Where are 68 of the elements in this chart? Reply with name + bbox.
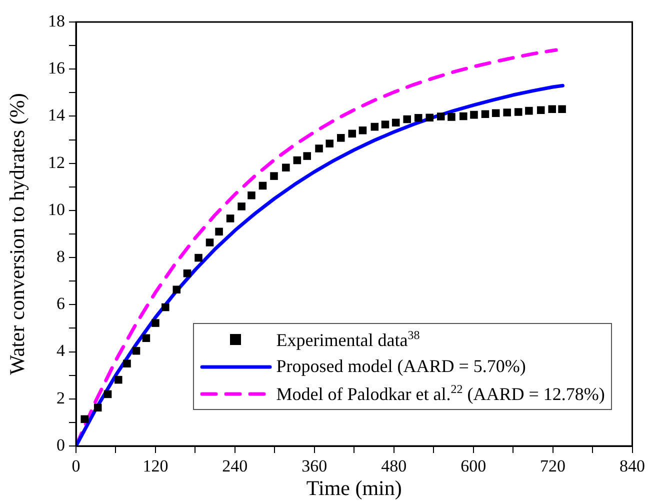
point (282, 164, 290, 172)
x-axis-title: Time (min) (306, 476, 402, 500)
point (426, 114, 434, 122)
point (293, 156, 302, 164)
point (470, 110, 478, 119)
legend-label: Experimental data$^{38}$ (276, 328, 420, 351)
point (358, 126, 367, 134)
point (536, 106, 545, 114)
y-tick-label: 2 (56, 388, 65, 408)
x-tick-label: 0 (72, 456, 80, 476)
point (114, 376, 122, 384)
y-tick-label: 10 (48, 200, 65, 219)
point (238, 202, 246, 210)
point (503, 108, 511, 116)
y-tick-label: 18 (48, 11, 65, 30)
x-tick-label: 720 (540, 456, 566, 476)
x-tick-label: 840 (620, 456, 645, 476)
point (403, 115, 411, 124)
x-tick-label: 600 (460, 456, 486, 476)
legend-label: Proposed model (AARD = 5.70%) (276, 356, 526, 377)
point (315, 144, 323, 152)
point (326, 140, 334, 148)
x-tick-label: 480 (381, 456, 407, 476)
point (226, 214, 234, 222)
y-tick-label: 12 (48, 152, 65, 172)
x-tick-label: 240 (222, 456, 248, 476)
y-tick-label: 14 (48, 106, 66, 125)
point (94, 404, 102, 412)
point (104, 390, 112, 398)
point (558, 105, 566, 114)
point (336, 134, 345, 142)
point (142, 334, 150, 342)
legend-label: Model of Palodkar et al.$^{22}$ (AARD = 12.78%) (276, 382, 605, 405)
point (194, 254, 202, 262)
point (162, 303, 170, 312)
point (381, 120, 390, 128)
point (303, 152, 311, 160)
point (414, 114, 422, 122)
point (152, 319, 160, 327)
point (436, 112, 445, 120)
point (525, 106, 533, 115)
x-tick-label: 360 (302, 456, 328, 476)
point (80, 415, 88, 424)
point (392, 118, 400, 126)
point (258, 182, 267, 190)
point (172, 286, 181, 294)
point (132, 346, 140, 355)
point (460, 112, 468, 120)
y-axis-title: Water conversion to hydrates (%) (5, 93, 30, 375)
point (248, 191, 256, 200)
point (492, 109, 500, 118)
point (123, 360, 131, 368)
point (514, 108, 522, 116)
y-tick-label: 16 (48, 58, 65, 78)
point (270, 172, 278, 180)
point (348, 130, 356, 138)
y-tick-label: 6 (56, 294, 65, 314)
point (215, 228, 223, 236)
point (183, 269, 192, 278)
y-tick-label: 8 (56, 247, 65, 266)
point (370, 122, 379, 131)
y-tick-label: 4 (56, 341, 66, 360)
point (548, 105, 556, 114)
point (206, 238, 214, 246)
point (481, 110, 490, 118)
point (448, 113, 456, 121)
y-tick-label: 0 (56, 435, 65, 454)
x-tick-label: 120 (142, 456, 168, 476)
